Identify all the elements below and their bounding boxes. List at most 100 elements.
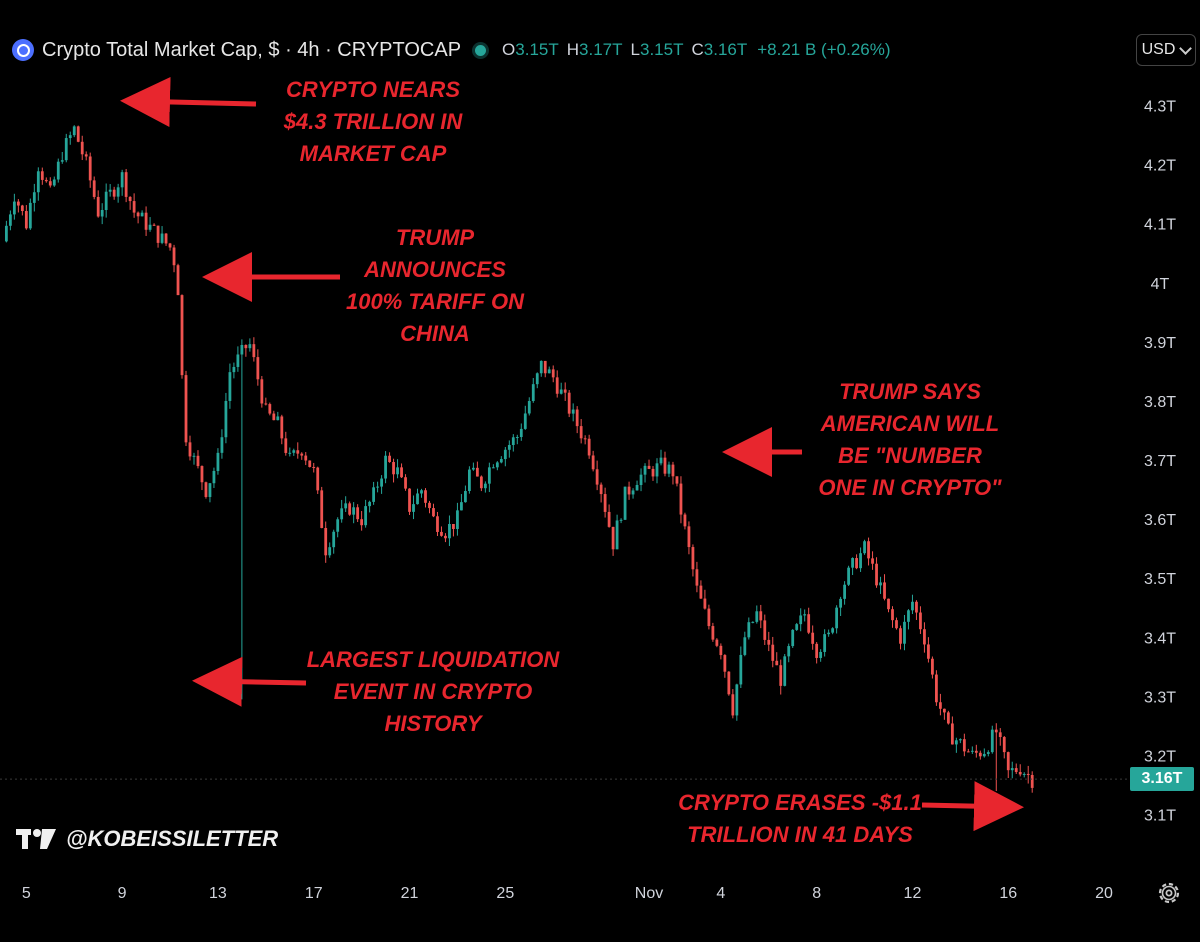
x-tick-label: 17: [305, 885, 323, 902]
candle-body: [392, 462, 395, 475]
candle-body: [887, 598, 890, 610]
y-tick-label: 4.1T: [1144, 217, 1176, 234]
candle-body: [555, 377, 559, 394]
candle-body: [192, 455, 196, 457]
y-tick-label: 3.7T: [1144, 453, 1176, 470]
symbol-title[interactable]: Crypto Total Market Cap, $ · 4h · CRYPTO…: [42, 38, 462, 61]
candle-body: [699, 585, 703, 599]
candle-body: [503, 449, 507, 460]
candle-body: [863, 541, 866, 554]
candle-body: [200, 466, 204, 483]
candle-body: [843, 584, 846, 599]
candle-body: [747, 622, 751, 638]
candle-body: [675, 476, 679, 484]
candle-body: [755, 611, 759, 622]
candle-body: [974, 750, 978, 753]
candle-body: [220, 437, 224, 453]
candle-body: [172, 247, 176, 266]
candle-body: [879, 582, 882, 586]
candle-body: [867, 541, 870, 559]
candle-body: [188, 442, 192, 457]
candle-body: [344, 503, 348, 509]
candle-body: [72, 126, 76, 136]
candle-body: [563, 389, 567, 393]
x-tick-label: 12: [904, 885, 922, 902]
candle-body: [176, 265, 180, 296]
candle-body: [771, 644, 775, 661]
candle-body: [715, 639, 719, 646]
settings-gear-icon[interactable]: [1156, 880, 1182, 906]
ohlc-low: L3.15T: [630, 40, 684, 59]
candle-body: [982, 753, 986, 757]
candle-body: [763, 620, 767, 640]
currency-selector[interactable]: USD: [1136, 34, 1196, 66]
candle-body: [986, 752, 990, 754]
candle-body: [687, 526, 691, 548]
candle-body: [927, 644, 930, 659]
candle-body: [444, 535, 447, 539]
candle-body: [264, 403, 268, 405]
candle-body: [735, 684, 739, 716]
candle-body: [587, 438, 591, 456]
y-axis[interactable]: 3.1T 3.2T 3.3T 3.4T 3.5T 3.6T 3.7T 3.8T 3.9T 4T 4.…: [1144, 98, 1176, 824]
candle-body: [236, 354, 240, 367]
x-axis[interactable]: 5 9 13 17 21 25 Nov 4 8 12 16 20: [22, 885, 1113, 902]
candle-body: [595, 469, 599, 485]
candle-body: [783, 656, 787, 686]
candle-body: [144, 212, 148, 230]
candle-body: [108, 189, 112, 192]
candle-body: [803, 614, 807, 616]
candle-body: [280, 416, 284, 439]
candle-body: [703, 598, 707, 609]
candle-body: [244, 344, 248, 349]
candle-body: [759, 611, 763, 621]
candle-body: [495, 462, 499, 468]
ohlc-close: C3.16T: [691, 40, 748, 59]
candle-body: [739, 654, 743, 685]
candle-body: [998, 732, 1002, 738]
price-change: +8.21 B (+0.26%): [757, 40, 891, 59]
arrow-peak: [120, 76, 257, 127]
candle-body: [775, 660, 779, 666]
x-tick-label: 9: [118, 885, 127, 902]
candle-body: [767, 639, 771, 645]
annotation-tariff: TRUMP ANNOUNCES 100% TARIFF ON CHINA: [345, 225, 525, 346]
x-tick-label: 13: [209, 885, 227, 902]
candle-body: [671, 464, 675, 477]
candle-body: [847, 567, 850, 585]
candle-body: [471, 467, 475, 470]
candle-body: [639, 474, 643, 485]
candle-body: [1006, 752, 1010, 771]
candle-body: [348, 503, 352, 515]
candle-body: [408, 488, 411, 512]
candle-body: [663, 457, 667, 474]
candle-body: [811, 632, 815, 644]
x-tick-label: 16: [999, 885, 1017, 902]
candle-body: [404, 477, 407, 489]
candle-body: [779, 665, 783, 686]
candle-body: [136, 212, 140, 217]
y-tick-label: 4.3T: [1144, 98, 1176, 115]
candle-body: [436, 516, 439, 532]
candle-body: [32, 192, 36, 203]
candle-body: [320, 490, 324, 528]
candle-body: [1014, 768, 1018, 772]
market-status-icon: [475, 44, 487, 56]
tradingview-logo-icon: [16, 829, 56, 849]
candle-body: [424, 490, 427, 503]
candle-body: [531, 384, 535, 402]
candle-body: [448, 523, 451, 539]
candle-body: [851, 558, 854, 568]
candle-body: [228, 372, 232, 401]
candle-body: [252, 344, 256, 358]
candle-body: [104, 191, 108, 210]
candle-body: [44, 179, 48, 182]
annotation-number-one: TRUMP SAYS AMERICAN WILL BE "NUMBER ONE IN …: [818, 379, 1002, 500]
candle-body: [400, 467, 403, 478]
candle-body: [583, 438, 587, 440]
candle-body: [575, 409, 579, 427]
candle-body: [611, 526, 615, 550]
candle-body: [723, 655, 727, 672]
candle-body: [891, 609, 894, 621]
